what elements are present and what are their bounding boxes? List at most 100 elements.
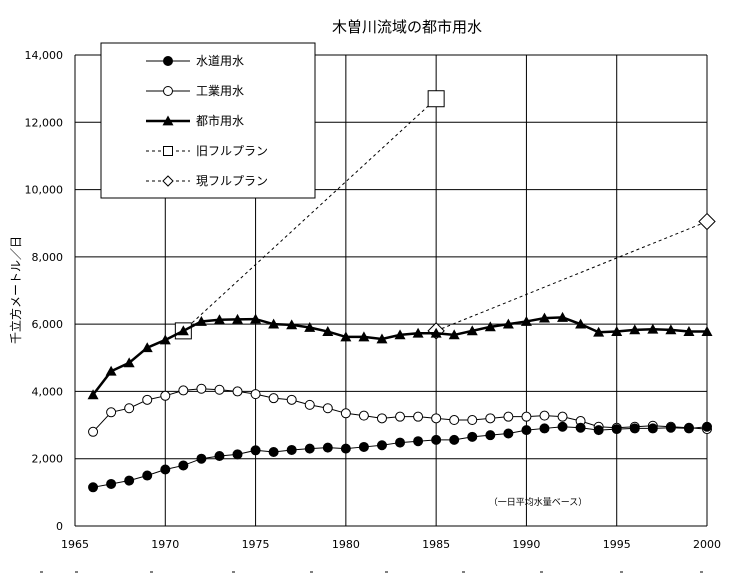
series-2-point-18 (412, 327, 424, 338)
series-0-point-11 (286, 444, 297, 455)
series-1-point-9 (250, 389, 261, 400)
series-0-point-18 (413, 436, 424, 447)
series-1-point-24 (521, 411, 532, 422)
series-0-point-6 (196, 453, 207, 464)
series-1-point-11 (286, 394, 297, 405)
series-2-point-15 (358, 331, 370, 342)
series-2-point-21 (466, 325, 478, 336)
series-1-point-4 (160, 390, 171, 401)
y-tick-label-6: 12,000 (25, 116, 64, 129)
series-2-point-23 (502, 318, 514, 329)
series-2-point-22 (484, 321, 496, 332)
series-2-point-13 (322, 326, 334, 336)
legend-label-2: 都市用水 (196, 113, 244, 128)
series-1-point-1 (106, 407, 117, 418)
series-2-point-11 (286, 319, 298, 330)
series-2-point-28 (593, 326, 605, 337)
tick-labels: 1965 1970 1975 1980 1985 1990 1995 2000 0 2,000 4,… (25, 49, 722, 551)
series-0-point-17 (395, 437, 406, 448)
series-0-point-13 (322, 442, 333, 453)
series-2-point-14 (340, 331, 352, 342)
legend-box (100, 42, 316, 199)
series-2-point-7 (213, 314, 225, 325)
series-0-point-23 (503, 428, 514, 439)
series-2-point-26 (557, 311, 569, 322)
series-0-point-34 (702, 421, 712, 432)
series-0-point-3 (142, 470, 153, 481)
x-tick-label-6: 1995 (603, 538, 631, 551)
series-0-point-25 (539, 423, 550, 434)
legend-marker-4 (162, 175, 174, 187)
series-0-line (92, 426, 708, 488)
x-tick-label-1: 1970 (151, 538, 179, 551)
legend-label-0: 水道用水 (196, 54, 244, 68)
series-1-point-16 (376, 413, 387, 424)
y-axis-label: 千立方メートル／日 (8, 236, 23, 344)
series-0-point-26 (557, 421, 568, 432)
series-1-point-21 (467, 415, 478, 426)
series-0-point-21 (467, 431, 478, 442)
y-tick-label-2: 4,000 (32, 385, 64, 398)
chart-title: 木曽川流域の都市用水 (332, 18, 482, 36)
series-1-point-20 (449, 415, 460, 426)
x-tick-label-3: 1980 (332, 538, 360, 551)
series-2-point-20 (448, 329, 460, 340)
series-1-point-14 (340, 408, 351, 419)
series-0-point-24 (521, 425, 532, 436)
series-2-point-25 (538, 312, 550, 323)
series-2-point-27 (575, 318, 587, 329)
series-3-point-1 (427, 90, 445, 108)
series-2-point-29 (611, 326, 623, 336)
series-0-point-28 (593, 425, 604, 436)
series-1-point-13 (322, 403, 333, 414)
series-0-point-31 (647, 423, 658, 434)
series-0-point-12 (304, 443, 315, 454)
series-2-point-3 (141, 342, 153, 353)
series-2-point-2 (123, 357, 135, 368)
series-2-point-1 (105, 365, 117, 376)
series-2-point-8 (232, 313, 244, 324)
series-4-line (435, 221, 708, 332)
x-tick-label-7: 2000 (693, 538, 721, 551)
series-0-point-33 (683, 423, 694, 434)
series-0-point-32 (665, 422, 676, 433)
series-1-point-5 (178, 385, 189, 396)
series-1-point-2 (124, 403, 135, 414)
series-2-point-24 (520, 315, 532, 326)
series-0-point-30 (629, 423, 640, 434)
series-0-point-20 (449, 434, 460, 445)
series-0-point-7 (214, 451, 225, 462)
series-2-point-32 (665, 324, 677, 335)
y-tick-label-4: 8,000 (32, 251, 64, 264)
y-tick-label-5: 10,000 (25, 184, 64, 197)
annotation-note: （一日平均水量ベース） (489, 496, 588, 508)
series-0-point-27 (575, 422, 586, 433)
series-0-point-0 (88, 482, 99, 493)
legend-marker-2 (162, 115, 174, 126)
series-0-point-5 (178, 460, 189, 471)
series-0-point-8 (232, 449, 243, 460)
series-1-point-23 (503, 411, 514, 422)
x-tick-label-2: 1975 (242, 538, 270, 551)
x-tick-label-4: 1985 (422, 538, 450, 551)
series-2-point-30 (629, 324, 641, 335)
series-1-point-0 (88, 426, 99, 437)
series-1-point-25 (539, 410, 550, 421)
series-0-point-1 (106, 478, 117, 489)
series-2-point-16 (376, 333, 388, 344)
series-0-point-22 (485, 430, 496, 441)
series-2-point-12 (304, 322, 316, 332)
series-1-point-18 (413, 411, 424, 422)
y-tick-label-0: 0 (56, 520, 63, 533)
series-0-point-15 (358, 441, 369, 452)
y-tick-label-3: 6,000 (32, 318, 64, 331)
legend-label-1: 工業用水 (196, 84, 244, 98)
series-1-point-6 (196, 383, 207, 394)
series-0-point-19 (431, 434, 442, 445)
series-2-point-10 (268, 318, 280, 329)
series-0-point-29 (611, 424, 622, 435)
series-1-point-22 (485, 413, 496, 424)
series-1-point-19 (431, 413, 442, 424)
y-tick-label-1: 2,000 (32, 453, 64, 466)
